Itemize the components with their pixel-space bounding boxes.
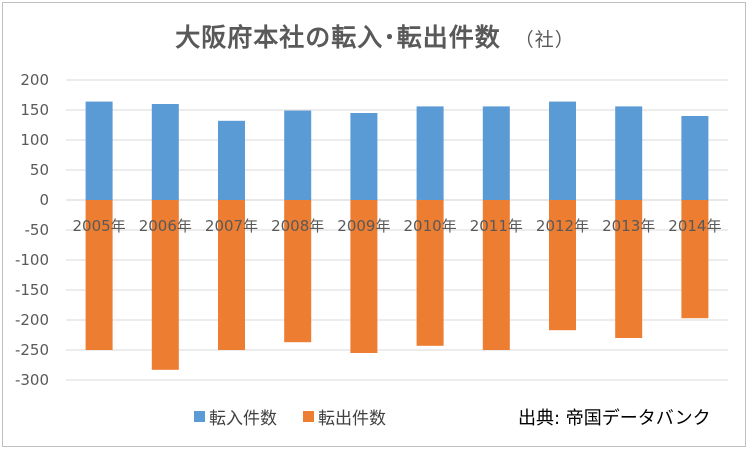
legend-swatch-outflow bbox=[303, 411, 314, 422]
x-tick-label: 2006年 bbox=[139, 217, 192, 235]
bar-outflow bbox=[615, 200, 643, 338]
bar-outflow bbox=[416, 200, 444, 346]
y-tick-label: 200 bbox=[20, 71, 49, 89]
bar-outflow bbox=[151, 200, 179, 370]
x-tick-label: 2013年 bbox=[602, 217, 655, 235]
x-tick-label: 2011年 bbox=[470, 217, 523, 235]
bar-outflow bbox=[350, 200, 378, 353]
bar-outflow bbox=[482, 200, 510, 350]
x-tick-label: 2008年 bbox=[271, 217, 324, 235]
legend-item-outflow: 転出件数 bbox=[303, 404, 386, 429]
y-tick-label: 0 bbox=[39, 191, 49, 209]
bar-outflow bbox=[85, 200, 113, 350]
x-tick-label: 2007年 bbox=[205, 217, 258, 235]
bar-inflow bbox=[549, 101, 576, 200]
y-tick-label: -150 bbox=[15, 281, 49, 299]
bar-inflow bbox=[151, 104, 179, 200]
x-tick-label: 2012年 bbox=[536, 217, 589, 235]
bar-outflow bbox=[284, 200, 312, 343]
y-tick-label: 150 bbox=[20, 101, 49, 119]
legend-label-inflow: 転入件数 bbox=[209, 409, 277, 429]
y-tick-label: -200 bbox=[15, 311, 49, 329]
bar-inflow bbox=[350, 113, 378, 200]
y-tick-label: -300 bbox=[15, 371, 49, 389]
legend-label-outflow: 転出件数 bbox=[318, 409, 386, 429]
y-tick-label: -50 bbox=[25, 221, 50, 239]
bar-inflow bbox=[85, 101, 113, 200]
y-tick-label: 100 bbox=[20, 131, 49, 149]
chart-unit-label: （社） bbox=[514, 29, 575, 51]
bar-inflow bbox=[284, 110, 312, 200]
legend: 転入件数 転出件数 bbox=[194, 404, 412, 429]
y-tick-label: 50 bbox=[30, 161, 49, 179]
y-tick-label: -250 bbox=[15, 341, 49, 359]
bar-inflow bbox=[416, 106, 444, 200]
x-tick-label: 2014年 bbox=[668, 217, 721, 235]
bar-inflow bbox=[482, 106, 510, 200]
bar-inflow bbox=[615, 106, 643, 200]
x-tick-label: 2010年 bbox=[404, 217, 457, 235]
source-note: 出典: 帝国データバンク bbox=[518, 408, 711, 429]
x-tick-label: 2005年 bbox=[73, 217, 126, 235]
bar-outflow bbox=[549, 200, 576, 331]
bar-inflow bbox=[218, 120, 245, 200]
bar-outflow bbox=[218, 200, 245, 350]
x-tick-label: 2009年 bbox=[337, 217, 390, 235]
y-tick-label: -100 bbox=[15, 251, 49, 269]
bar-outflow bbox=[681, 200, 709, 319]
chart-title: 大阪府本社の転入･転出件数 （社） bbox=[0, 18, 750, 54]
legend-item-inflow: 転入件数 bbox=[194, 404, 277, 429]
chart-title-text: 大阪府本社の転入･転出件数 bbox=[175, 23, 501, 52]
legend-swatch-inflow bbox=[194, 411, 205, 422]
bar-inflow bbox=[681, 116, 709, 200]
